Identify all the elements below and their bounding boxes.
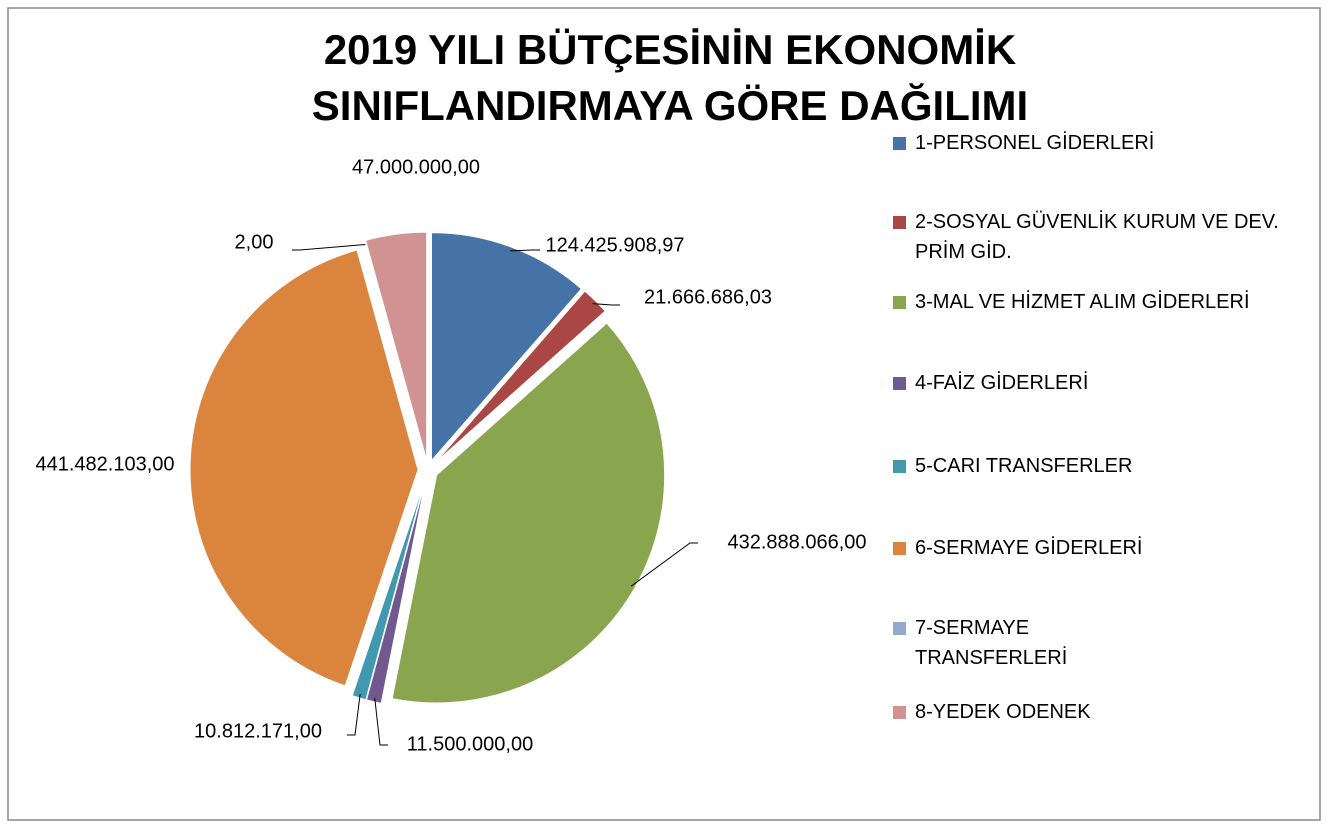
- data-label: 11.500.000,00: [407, 733, 533, 755]
- legend-swatch: [893, 296, 906, 309]
- leader-line: [630, 542, 698, 587]
- data-label: 47.000.000,00: [352, 156, 480, 178]
- legend-label: 2-SOSYAL GÜVENLİK KURUM VE DEV. PRİM GİD…: [915, 211, 1279, 263]
- legend-label: 6-SERMAYE GİDERLERİ: [915, 537, 1143, 559]
- legend-label: 5-CARI TRANSFERLER: [915, 455, 1133, 477]
- legend-label: 8-YEDEK ODENEK: [915, 701, 1091, 723]
- pie-slice: [351, 479, 426, 701]
- legend-item: 7-SERMAYE TRANSFERLERİ: [893, 613, 1093, 673]
- legend-item: 6-SERMAYE GİDERLERİ: [893, 533, 1303, 563]
- legend-item: 4-FAİZ GİDERLERİ: [893, 368, 1303, 398]
- legend-label: 4-FAİZ GİDERLERİ: [915, 372, 1089, 394]
- chart-title: 2019 YILI BÜTÇESİNİN EKONOMİK SINIFLANDI…: [311, 26, 1029, 129]
- legend-swatch: [893, 216, 906, 229]
- legend-label: 7-SERMAYE TRANSFERLERİ: [915, 617, 1068, 669]
- legend-swatch: [893, 706, 906, 719]
- pie-slice: [189, 249, 419, 687]
- leader-line: [592, 303, 620, 306]
- legend-swatch: [893, 460, 906, 473]
- leader-line: [510, 249, 540, 252]
- pie-slice: [363, 240, 426, 461]
- legend-label: 3-MAL VE HİZMET ALIM GİDERLERİ: [915, 291, 1250, 313]
- data-label: 124.425.908,97: [545, 234, 684, 256]
- legend-label: 1-PERSONEL GİDERLERİ: [915, 132, 1155, 154]
- legend-swatch: [893, 622, 906, 635]
- legend-item: 8-YEDEK ODENEK: [893, 697, 1303, 727]
- pie-slice: [434, 290, 606, 464]
- leader-line: [374, 697, 388, 746]
- pie-slice: [365, 479, 427, 704]
- leader-line: [347, 693, 361, 736]
- legend-swatch: [893, 137, 906, 150]
- legend-item: 5-CARI TRANSFERLER: [893, 451, 1303, 481]
- legend-item: 2-SOSYAL GÜVENLİK KURUM VE DEV. PRİM GİD…: [893, 207, 1293, 267]
- legend-item: 1-PERSONEL GİDERLERİ: [893, 128, 1303, 158]
- pie-slice: [431, 232, 583, 462]
- data-label: 10.812.171,00: [194, 720, 322, 742]
- legend-swatch: [893, 377, 906, 390]
- legend-swatch: [893, 542, 906, 555]
- legend-item: 3-MAL VE HİZMET ALIM GİDERLERİ: [893, 287, 1303, 317]
- data-label: 441.482.103,00: [35, 453, 174, 475]
- data-label: 432.888.066,00: [727, 531, 866, 553]
- data-label: 2,00: [235, 231, 274, 253]
- data-label: 21.666.686,03: [644, 286, 772, 308]
- pie-slice: [365, 231, 428, 461]
- pie-slice: [391, 322, 666, 704]
- leader-line: [292, 244, 366, 251]
